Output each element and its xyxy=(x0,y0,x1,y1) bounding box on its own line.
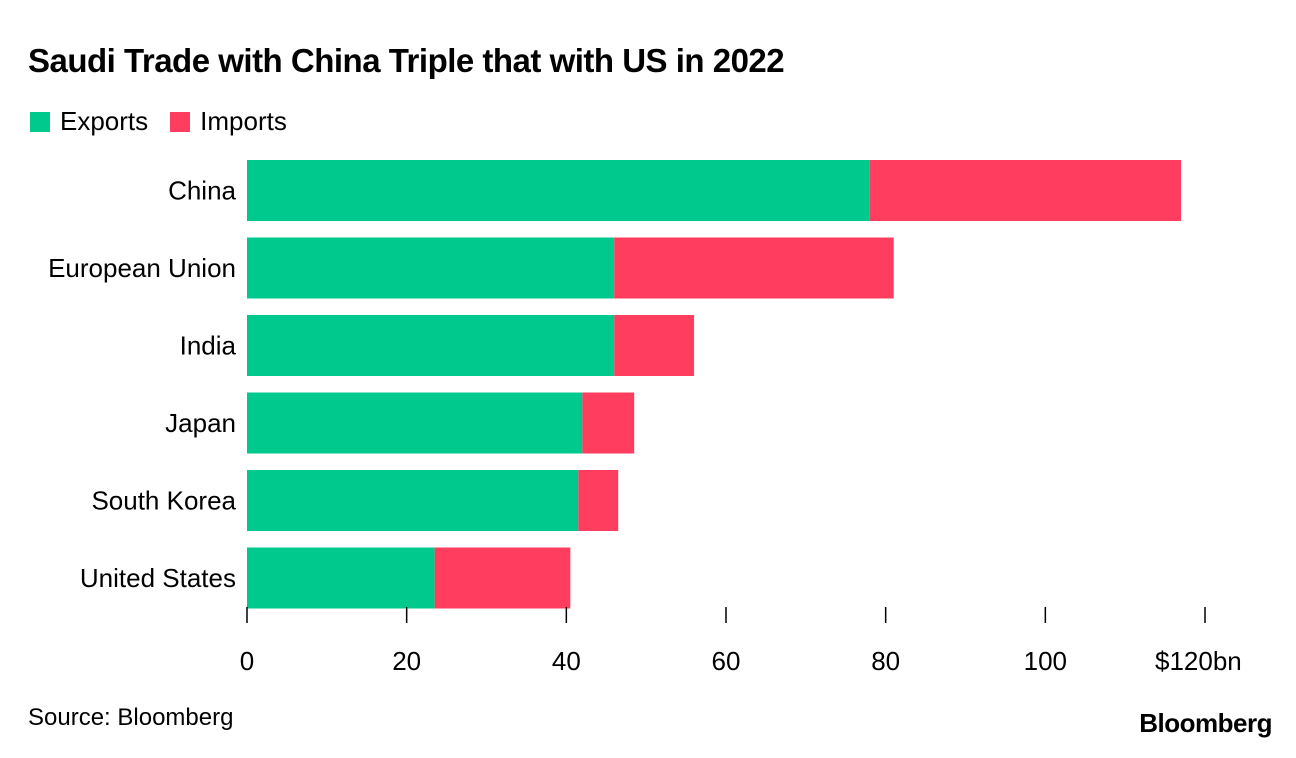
bar-exports-india xyxy=(247,315,615,376)
legend-label-exports: Exports xyxy=(60,106,149,136)
category-label-european-union: European Union xyxy=(48,253,236,283)
category-label-china: China xyxy=(168,176,236,206)
bar-exports-south-korea xyxy=(247,470,579,531)
bar-chart: China European Union India Japan South Korea… xyxy=(48,160,1242,676)
x-tick-label-0: 0 xyxy=(240,646,254,676)
category-label-india: India xyxy=(180,331,237,361)
x-tick-label-120: $120bn xyxy=(1155,646,1242,676)
legend: Exports Imports xyxy=(30,106,309,137)
bar-imports-european-union xyxy=(614,237,894,299)
bar-exports-european-union xyxy=(247,237,615,299)
bar-imports-south-korea xyxy=(578,470,619,531)
bloomberg-logo: Bloomberg xyxy=(1139,708,1272,738)
legend-label-imports: Imports xyxy=(200,106,287,136)
x-tick-label-80: 80 xyxy=(871,646,900,676)
bar-exports-japan xyxy=(247,392,583,454)
bar-imports-india xyxy=(614,315,695,376)
bar-imports-united-states xyxy=(434,547,571,609)
bar-exports-china xyxy=(247,160,870,221)
legend-swatch-imports xyxy=(170,111,191,132)
legend-swatch-exports xyxy=(30,111,50,132)
source-note: Source: Bloomberg xyxy=(28,704,234,731)
category-label-united-states: United States xyxy=(80,563,236,593)
x-tick-label-40: 40 xyxy=(552,646,581,676)
legend-item-exports: Exports xyxy=(30,106,148,137)
bar-imports-japan xyxy=(582,392,635,454)
x-tick-label-60: 60 xyxy=(712,646,741,676)
category-label-japan: Japan xyxy=(165,408,236,438)
bar-imports-china xyxy=(869,160,1182,221)
chart-title: Saudi Trade with China Triple that with … xyxy=(28,42,785,79)
bar-exports-united-states xyxy=(247,547,435,609)
category-label-south-korea: South Korea xyxy=(91,486,236,516)
x-tick-label-100: 100 xyxy=(1024,646,1067,676)
x-tick-label-20: 20 xyxy=(392,646,421,676)
legend-item-imports: Imports xyxy=(170,106,287,137)
